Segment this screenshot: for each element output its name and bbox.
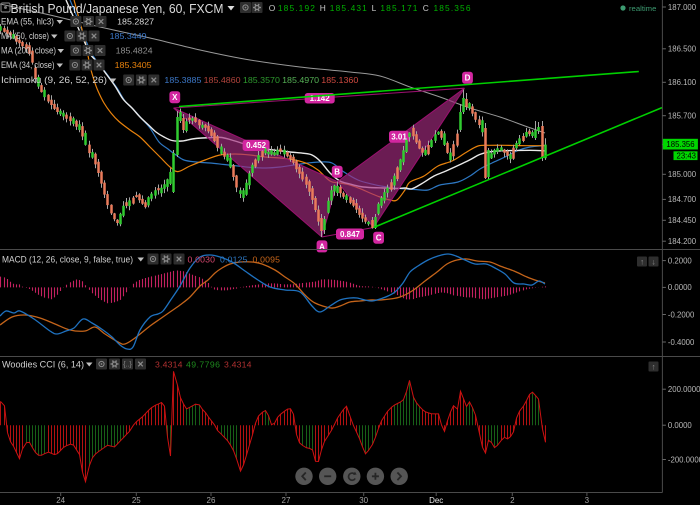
svg-text:0.0030: 0.0030 <box>188 255 216 265</box>
svg-text:200.0000: 200.0000 <box>668 385 700 394</box>
svg-text:Woodies CCI (6, 14): Woodies CCI (6, 14) <box>2 360 84 370</box>
svg-text:184.200: 184.200 <box>668 237 697 246</box>
svg-text:186.100: 186.100 <box>668 78 697 87</box>
svg-text:0.0000: 0.0000 <box>668 421 693 430</box>
svg-text:0.0125: 0.0125 <box>220 255 248 265</box>
svg-text:185.2827: 185.2827 <box>117 17 154 27</box>
svg-text:184.450: 184.450 <box>668 216 697 225</box>
svg-text:185.192: 185.192 <box>278 3 315 13</box>
svg-text:185.356: 185.356 <box>434 3 471 13</box>
svg-text:O: O <box>269 3 276 13</box>
svg-text:27: 27 <box>282 496 291 505</box>
svg-text:185.000: 185.000 <box>668 170 697 179</box>
svg-text:24: 24 <box>56 496 65 505</box>
svg-text:185.3449: 185.3449 <box>110 31 147 41</box>
svg-text:3.4314: 3.4314 <box>155 360 183 370</box>
svg-text:30: 30 <box>359 496 368 505</box>
svg-text:3: 3 <box>585 496 590 505</box>
svg-text:MA (50, close): MA (50, close) <box>1 31 49 41</box>
svg-text:0.847: 0.847 <box>340 230 361 239</box>
svg-text:MACD (12, 26, close, 9, false,: MACD (12, 26, close, 9, false, true) <box>2 255 133 265</box>
svg-text:185.3405: 185.3405 <box>115 60 152 70</box>
svg-text:-200.0000: -200.0000 <box>668 455 700 464</box>
svg-text:185.431: 185.431 <box>330 3 367 13</box>
svg-text:49.7796: 49.7796 <box>186 360 220 370</box>
svg-text:0.2000: 0.2000 <box>668 256 693 265</box>
svg-text:186.500: 186.500 <box>668 45 697 54</box>
svg-text:Dec: Dec <box>429 496 443 505</box>
svg-text:184.700: 184.700 <box>668 195 697 204</box>
svg-text:185.4860: 185.4860 <box>204 75 241 85</box>
svg-text:EMA (55, hlc3): EMA (55, hlc3) <box>1 17 54 27</box>
svg-text:D: D <box>465 74 471 83</box>
svg-text:Ichimoku (9, 26, 52, 26): Ichimoku (9, 26, 52, 26) <box>1 75 107 85</box>
svg-text:↓: ↓ <box>652 258 656 267</box>
svg-text:1.142: 1.142 <box>310 94 331 103</box>
svg-text:185.4970: 185.4970 <box>282 75 319 85</box>
svg-text:C: C <box>376 234 382 243</box>
svg-text:X: X <box>172 93 178 102</box>
svg-text:British Pound/Japanese Yen, 60: British Pound/Japanese Yen, 60, FXCM <box>11 1 224 16</box>
svg-text:23:43: 23:43 <box>677 151 697 160</box>
svg-text:0.0095: 0.0095 <box>253 255 281 265</box>
svg-text:B: B <box>334 168 340 177</box>
svg-text:2: 2 <box>510 496 515 505</box>
svg-text:C: C <box>423 3 429 13</box>
svg-text:185.700: 185.700 <box>668 112 697 121</box>
svg-text:MA (200, close): MA (200, close) <box>1 46 56 56</box>
svg-text:{..}: {..} <box>123 362 132 369</box>
svg-text:3.4314: 3.4314 <box>224 360 252 370</box>
svg-text:L: L <box>372 3 377 13</box>
svg-text:185.171: 185.171 <box>380 3 417 13</box>
svg-text:187.000: 187.000 <box>668 3 697 12</box>
svg-text:-0.2000: -0.2000 <box>668 310 695 319</box>
svg-text:185.4824: 185.4824 <box>116 46 153 56</box>
svg-text:185.356: 185.356 <box>666 140 694 149</box>
svg-text:H: H <box>320 3 326 13</box>
svg-text:26: 26 <box>207 496 216 505</box>
svg-text:-0.4000: -0.4000 <box>668 338 695 347</box>
svg-text:A: A <box>319 242 325 251</box>
svg-text:realtime: realtime <box>629 4 656 13</box>
svg-text:185.3885: 185.3885 <box>164 75 201 85</box>
svg-text:↑: ↑ <box>652 363 656 372</box>
svg-text:↑: ↑ <box>640 258 644 267</box>
svg-text:3.01: 3.01 <box>391 133 407 142</box>
svg-text:0.0000: 0.0000 <box>668 283 693 292</box>
svg-text:185.3570: 185.3570 <box>243 75 280 85</box>
svg-text:185.1360: 185.1360 <box>321 75 358 85</box>
svg-text:0.452: 0.452 <box>246 141 267 150</box>
svg-text:25: 25 <box>132 496 141 505</box>
svg-text:EMA (34, close): EMA (34, close) <box>1 60 55 70</box>
